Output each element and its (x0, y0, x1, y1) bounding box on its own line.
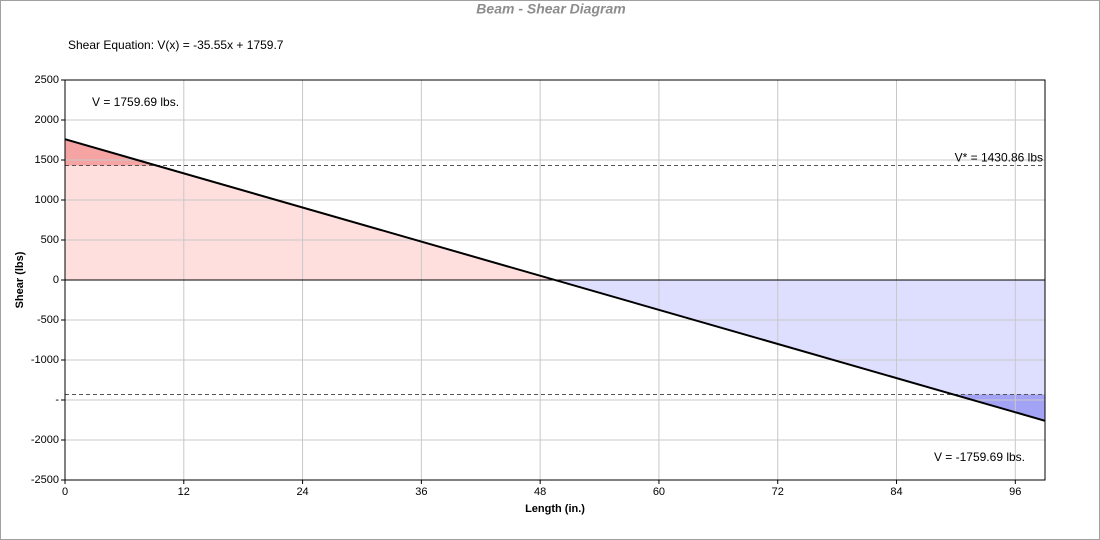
x-tick-label: 72 (772, 486, 784, 498)
y-tick-label: 1500 (35, 154, 59, 166)
x-tick-label: 60 (653, 486, 665, 498)
x-tick-label: 24 (296, 486, 308, 498)
y-tick-label: 2500 (35, 74, 59, 86)
y-tick-label: 1000 (35, 194, 59, 206)
x-tick-label: 0 (62, 486, 68, 498)
y-axis-label: Shear (lbs) (14, 251, 26, 308)
x-tick-label: 96 (1009, 486, 1021, 498)
x-tick-label: 48 (534, 486, 546, 498)
annotation: V = -1759.69 lbs. (934, 450, 1025, 464)
exceed-positive-area (65, 139, 157, 166)
shear-line (64, 138, 1046, 422)
annotation: V* = 1430.86 lbs (955, 151, 1043, 165)
chart-title: Beam - Shear Diagram (476, 1, 625, 17)
y-tick-label: -1000 (31, 354, 59, 366)
y-tick-label: -500 (37, 314, 59, 326)
equation: Shear Equation: V(x) = -35.55x + 1759.7 (68, 38, 284, 52)
annotation: V = 1759.69 lbs. (92, 95, 179, 109)
x-tick-label: 84 (890, 486, 902, 498)
x-axis-label: Length (in.) (525, 503, 585, 515)
y-tick-label: 2000 (35, 114, 59, 126)
y-tick-label: - (55, 394, 59, 406)
x-tick-label: 36 (415, 486, 427, 498)
y-tick-label: -2000 (31, 434, 59, 446)
x-tick-label: 12 (178, 486, 190, 498)
y-tick-label: 500 (41, 234, 59, 246)
y-tick-label: -2500 (31, 474, 59, 486)
plot-border (64, 79, 1046, 481)
y-tick-label: 0 (53, 274, 59, 286)
